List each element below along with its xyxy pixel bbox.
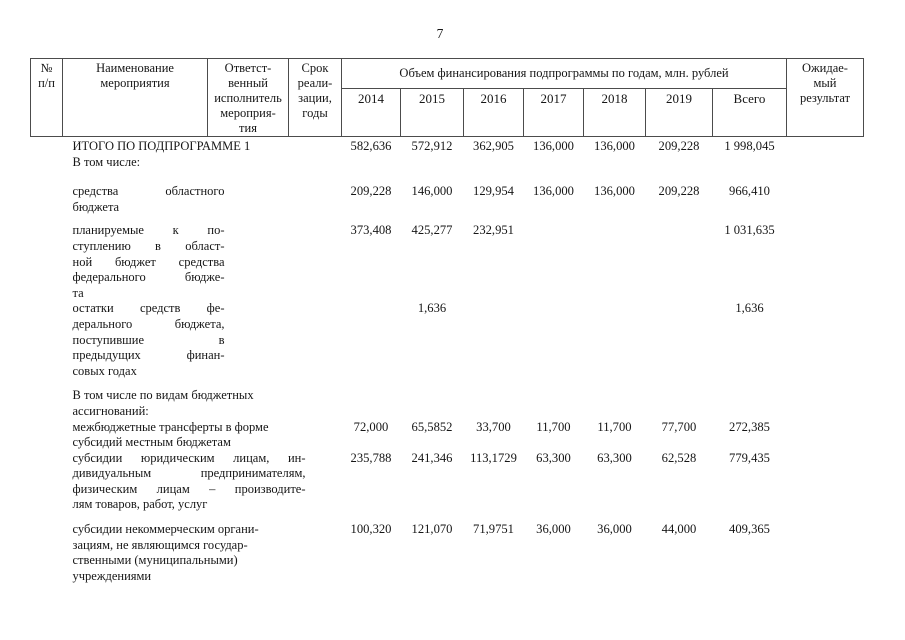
header-year-2014: 2014	[341, 87, 401, 137]
header-col-funding: Объем финансирования подпрограммы по год…	[341, 58, 787, 89]
num-cell: 62,528	[661, 450, 697, 465]
row-label: средства областного бюджета	[72, 184, 225, 214]
result-cell	[787, 215, 864, 301]
table-row-interbudget-transfers: межбюджетные трансферты в форме субсидий …	[31, 420, 864, 451]
result-cell	[787, 137, 864, 171]
table-row-subsidies-noncommercial-orgs: субсидии некоммерческим органи-зациям, н…	[31, 513, 864, 584]
row-label: В том числе по видам бюджетных ассигнован…	[72, 388, 254, 418]
table-row-planned-federal-funds: планируемые к по-ступлению в област-ной …	[31, 215, 864, 301]
num-cell: 779,435	[729, 450, 770, 465]
result-cell	[787, 170, 864, 215]
num-cell: 146,000	[411, 184, 453, 199]
num-cell	[646, 301, 713, 379]
header-year-2016: 2016	[463, 87, 524, 137]
num-cell: 572,912	[411, 139, 453, 153]
funding-table: № п/п Наименование мероприятия Ответст-ве…	[30, 58, 864, 584]
header-col-term: Срок реали-зации, годы	[288, 58, 342, 137]
table-row-subsidies-legal-entities: субсидии юридическим лицам, ин-дивидуаль…	[31, 451, 864, 513]
row-label: планируемые к по-ступлению в област-ной …	[72, 223, 225, 300]
num-cell: 235,788	[350, 450, 392, 465]
num-cell	[584, 301, 646, 379]
num-cell: 36,000	[597, 522, 632, 537]
num-cell: 136,000	[533, 184, 574, 199]
num-cell: 373,408	[350, 223, 392, 238]
result-cell	[787, 301, 864, 379]
num-cell	[524, 215, 584, 301]
num-cell	[464, 301, 524, 379]
num-cell: 232,951	[473, 223, 514, 238]
num-cell	[464, 379, 524, 419]
result-cell	[787, 451, 864, 513]
num-cell: 582,636	[350, 139, 392, 153]
num-cell: 209,228	[350, 184, 392, 199]
num-cell: 129,954	[473, 184, 514, 199]
num-cell	[584, 379, 646, 419]
table-header: № п/п Наименование мероприятия Ответст-ве…	[30, 58, 864, 137]
num-cell: 121,070	[411, 522, 453, 537]
num-cell: 113,1729	[470, 450, 517, 465]
num-cell: 11,700	[536, 419, 571, 434]
num-cell: 36,000	[536, 522, 571, 537]
num-cell: 11,700	[597, 419, 632, 434]
num-cell	[646, 215, 713, 301]
header-year-2018: 2018	[583, 87, 646, 137]
num-cell	[584, 215, 646, 301]
header-year-2019: 2019	[645, 87, 713, 137]
num-cell: 209,228	[658, 184, 700, 199]
num-cell: 71,9751	[473, 522, 514, 537]
num-cell	[342, 379, 401, 419]
row-label: межбюджетные трансферты в форме субсидий …	[72, 419, 269, 450]
num-cell	[524, 301, 584, 379]
header-year-total: Всего	[712, 87, 787, 137]
num-cell: 44,000	[661, 522, 697, 537]
result-cell	[787, 420, 864, 451]
num-cell: 63,300	[536, 450, 571, 465]
page-number: 7	[436, 26, 444, 41]
num-cell: 77,700	[661, 419, 697, 434]
num-cell: 72,000	[353, 419, 389, 434]
num-cell: 241,346	[411, 450, 453, 465]
num-cell: 425,277	[411, 223, 453, 238]
row-label: субсидии юридическим лицам, ин-дивидуаль…	[72, 450, 306, 512]
num-cell: 136,000	[533, 139, 574, 153]
num-cell: 272,385	[729, 419, 770, 434]
num-cell: 1,636	[735, 301, 764, 316]
table-row-regional-budget: средства областного бюджета 209,228 146,0…	[31, 170, 864, 215]
result-cell	[787, 513, 864, 584]
num-cell: 1 031,635	[724, 223, 775, 238]
num-cell: 409,365	[729, 522, 770, 537]
row-label: остатки средств фе-дерального бюджета, по…	[72, 301, 225, 378]
num-cell	[646, 379, 713, 419]
num-cell	[524, 379, 584, 419]
num-cell	[342, 301, 401, 379]
result-cell	[787, 379, 864, 419]
num-cell: 136,000	[594, 139, 635, 153]
num-cell: 966,410	[729, 184, 770, 199]
num-cell	[401, 379, 464, 419]
table-row-by-assignment-types-heading: В том числе по видам бюджетных ассигнован…	[31, 379, 864, 419]
num-cell: 100,320	[350, 522, 392, 537]
num-cell: 1 998,045	[724, 139, 775, 153]
header-col-name: Наименование мероприятия	[62, 58, 208, 137]
header-year-2015: 2015	[400, 87, 464, 137]
num-cell: 1,636	[417, 301, 447, 316]
num-cell: 209,228	[658, 139, 700, 153]
num-cell: 65,5852	[411, 419, 453, 434]
num-cell: 362,905	[473, 139, 514, 153]
table-row-federal-remainders: остатки средств фе-дерального бюджета, по…	[31, 301, 864, 379]
num-cell: 136,000	[594, 184, 635, 199]
row-label: субсидии некоммерческим органи-зациям, н…	[72, 522, 259, 583]
header-col-number: № п/п	[30, 58, 63, 137]
num-cell: 63,300	[597, 450, 632, 465]
num-cell: 33,700	[476, 419, 511, 434]
header-col-result: Ожидае-мый результат	[786, 58, 864, 137]
header-col-executor: Ответст-венный исполнитель мероприя-тия	[207, 58, 289, 137]
num-cell	[713, 379, 787, 419]
header-year-2017: 2017	[523, 87, 584, 137]
